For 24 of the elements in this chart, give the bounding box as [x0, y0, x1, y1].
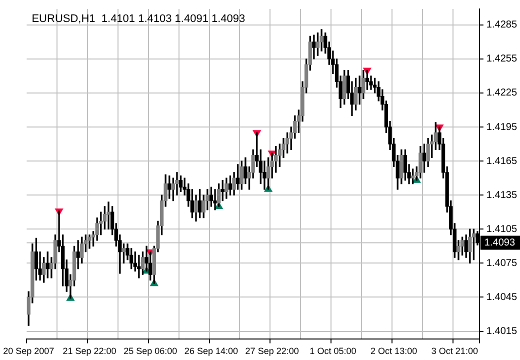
ref-line-label: 1.4093 — [484, 238, 516, 248]
x-tick-label: 25 Sep 06:00 — [124, 346, 178, 356]
x-tick-label: 20 Sep 2007 — [3, 346, 54, 356]
y-tick-label: 1.4285 — [486, 20, 518, 31]
y-tick-label: 1.4015 — [486, 326, 518, 338]
x-tick-label: 21 Sep 22:00 — [62, 346, 116, 356]
x-tick-label: 26 Sep 14:00 — [184, 346, 238, 356]
x-tick-label: 1 Oct 05:00 — [310, 346, 356, 356]
y-tick-label: 1.4225 — [486, 88, 518, 99]
candlestick — [137, 254, 141, 278]
y-tick-label: 1.4255 — [486, 54, 518, 65]
candlestick — [106, 202, 110, 230]
y-tick-label: 1.4135 — [486, 190, 518, 201]
x-tick-label: 27 Sep 22:00 — [245, 346, 299, 356]
y-tick-label: 1.4105 — [486, 224, 518, 235]
candlestick — [76, 240, 80, 270]
chart-title: EURUSD,H1 1.4101 1.4103 1.4091 1.4093 — [32, 13, 246, 26]
y-tick-label: 1.4165 — [486, 156, 518, 167]
x-tick-label: 2 Oct 13:00 — [370, 346, 418, 356]
candlestick — [213, 189, 217, 210]
y-tick-label: 1.4195 — [486, 122, 518, 133]
y-tick-label: 1.4045 — [486, 292, 518, 303]
x-tick-label: 3 Oct 21:00 — [431, 346, 478, 356]
y-tick-label: 1.4075 — [486, 258, 518, 269]
